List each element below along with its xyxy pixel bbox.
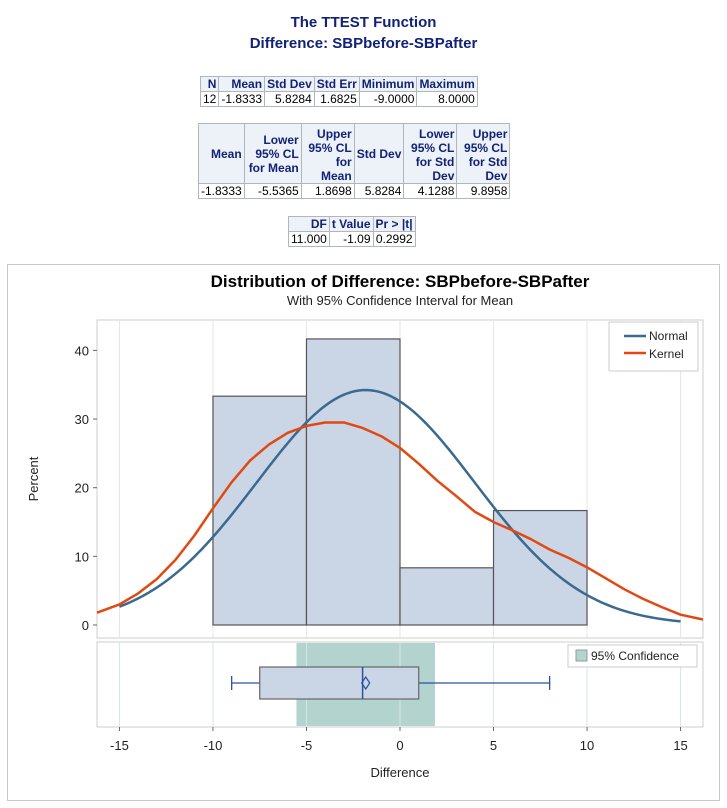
y-tick-label: 20 [75, 481, 89, 496]
ttest-table: DF t Value Pr > |t| 11.000 -1.09 0.2992 [288, 216, 416, 247]
col-header: Std Dev [353, 123, 405, 184]
x-tick-label: -15 [110, 738, 129, 753]
legend-kernel-label: Kernel [649, 347, 684, 361]
col-header: Mean [198, 123, 245, 184]
col-header: Maximum [416, 76, 478, 92]
x-tick-label: 0 [396, 738, 403, 753]
y-axis-label: Percent [26, 456, 41, 501]
y-tick-label: 10 [75, 549, 89, 564]
x-tick-label: -10 [204, 738, 223, 753]
confidence-table: Mean Lower 95% CL for Mean Upper 95% CL fo… [198, 123, 511, 199]
x-axis-label: Difference [370, 765, 429, 780]
histogram-bar [212, 395, 308, 626]
col-header: Pr > |t| [372, 216, 416, 232]
col-header: Minimum [358, 76, 418, 92]
histogram-bar [305, 338, 401, 626]
cell: -1.8333 [218, 91, 266, 107]
legend-confidence-swatch [575, 649, 588, 662]
kernel-curve [96, 421, 704, 621]
cell: -5.5365 [243, 183, 302, 199]
page-title: The TTEST Function [290, 14, 437, 31]
legend-confidence-label: 95% Confidence [591, 649, 679, 663]
box [259, 666, 420, 700]
x-tick-label: 10 [580, 738, 594, 753]
chart-title: Distribution of Difference: SBPbefore-SB… [211, 272, 590, 291]
histogram-bar [399, 567, 495, 626]
cell: -1.09 [328, 231, 374, 247]
col-header: Std Err [313, 76, 360, 92]
cell: 1.6825 [313, 91, 360, 107]
chart-subtitle: With 95% Confidence Interval for Mean [287, 293, 513, 308]
cell: 12 [199, 91, 220, 107]
col-header: Mean [218, 76, 266, 92]
col-header: Std Dev [264, 76, 315, 92]
cell: 9.8958 [456, 183, 511, 199]
cell: 8.0000 [416, 91, 478, 107]
normal-curve [118, 388, 681, 623]
y-tick-label: 0 [82, 618, 89, 633]
cell: 11.000 [288, 231, 330, 247]
summary-table: N Mean Std Dev Std Err Minimum Maximum 12 -1.8… [199, 76, 478, 107]
col-header: Lower 95% CL for Mean [243, 123, 302, 184]
col-header: t Value [328, 216, 374, 232]
cell: -9.0000 [358, 91, 418, 107]
y-tick-label: 30 [75, 412, 89, 427]
x-tick-label: 5 [490, 738, 497, 753]
x-tick-label: -5 [301, 738, 313, 753]
cell: -1.8333 [198, 183, 245, 199]
mean-marker [360, 675, 371, 691]
legend-confidence [567, 644, 698, 668]
chart-frame [7, 264, 720, 801]
cell: 0.2992 [372, 231, 416, 247]
legend-normal-label: Normal [649, 329, 688, 343]
legend [608, 321, 699, 372]
col-header: Upper 95% CL for Std Dev [456, 123, 511, 184]
page-subtitle: Difference: SBPbefore-SBPafter [249, 35, 478, 52]
cell: 1.8698 [300, 183, 355, 199]
col-header: N [199, 76, 220, 92]
cell: 5.8284 [264, 91, 315, 107]
col-header: Lower 95% CL for Std Dev [403, 123, 458, 184]
cell: 5.8284 [353, 183, 405, 199]
x-tick-label: 15 [673, 738, 687, 753]
y-tick-label: 40 [75, 343, 89, 358]
